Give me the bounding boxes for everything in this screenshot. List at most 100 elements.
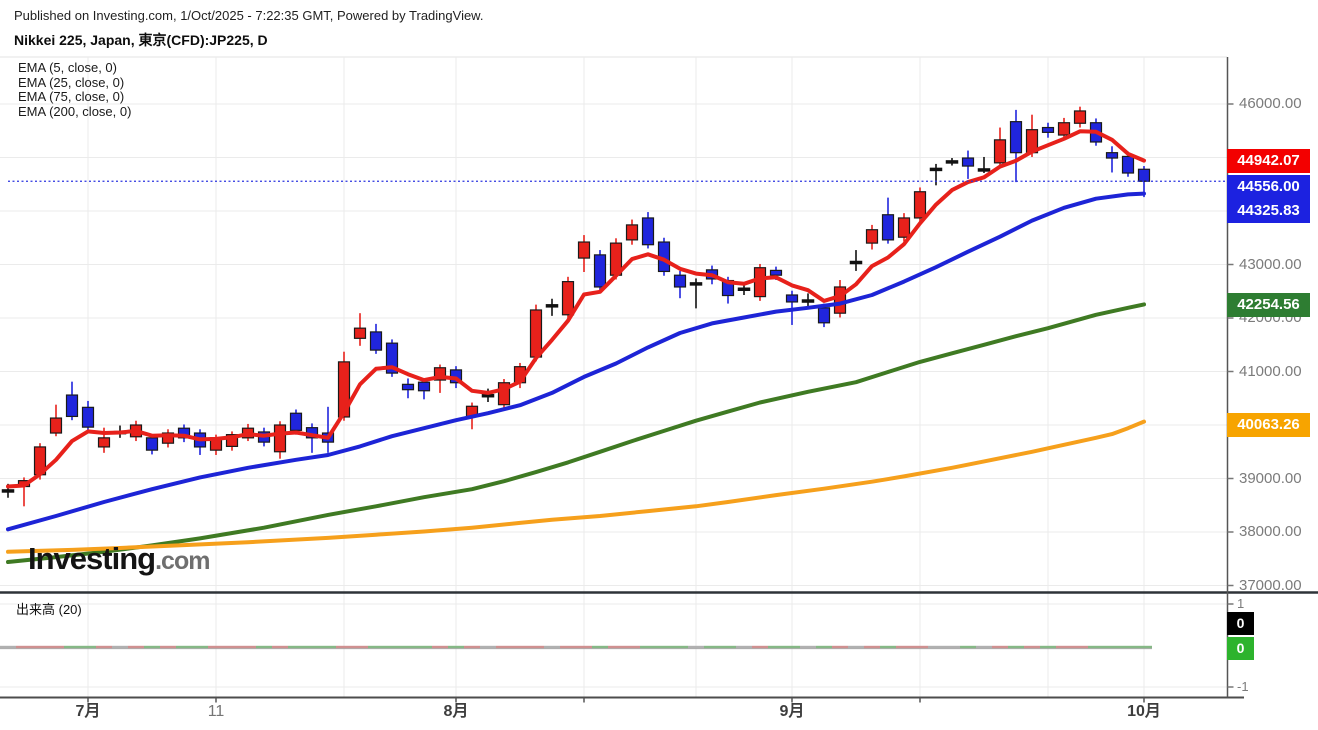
candle-body: [289, 412, 303, 431]
volume-bar: [432, 645, 448, 649]
candle-body: [273, 424, 287, 453]
candle-body: [1105, 152, 1119, 159]
candle-body: [65, 394, 79, 418]
candle-body: [1009, 121, 1023, 154]
price-badge: 40063.26: [1227, 413, 1310, 437]
y-axis-label: 41000.00: [1239, 362, 1302, 380]
volume-bar: [640, 645, 656, 649]
volume-bar: [96, 645, 112, 649]
volume-bar: [768, 645, 784, 649]
ema-legend-item: EMA (200, close, 0): [18, 103, 132, 119]
volume-bar: [992, 645, 1008, 649]
ema-legend-item: EMA (5, close, 0): [18, 60, 117, 75]
price-badge: 44942.07: [1227, 148, 1310, 173]
volume-bar: [48, 645, 64, 649]
volume-bar: [304, 645, 320, 649]
volume-bar: [656, 645, 672, 649]
candle-body: [929, 167, 943, 172]
volume-bar: [864, 645, 880, 649]
volume-bar: [384, 645, 400, 649]
investing-logo: Investing.com: [28, 541, 210, 577]
volume-bar: [496, 645, 512, 649]
volume-badge: 0: [1227, 637, 1254, 660]
candle-body: [593, 254, 607, 288]
volume-bar: [528, 645, 544, 649]
volume-bar: [672, 645, 688, 649]
candle-body: [785, 294, 799, 303]
y-axis-label: 46000.00: [1239, 95, 1302, 112]
volume-bar: [1072, 645, 1088, 649]
candle-body: [641, 217, 655, 246]
candle-body: [97, 437, 111, 448]
candle-body: [385, 342, 399, 374]
candle-body: [801, 299, 815, 303]
volume-bar: [288, 645, 304, 649]
candle-body: [865, 229, 879, 244]
x-axis-label: 10月: [1127, 703, 1161, 720]
volume-bar: [544, 645, 560, 649]
volume-bar: [848, 645, 864, 649]
y-axis-label: 38000.00: [1239, 523, 1302, 540]
candle-body: [145, 437, 159, 451]
ema-legend: EMA (5, close, 0) EMA (25, close, 0) EMA (…: [18, 60, 132, 119]
candle-body: [689, 282, 703, 286]
candle-body: [1057, 122, 1071, 136]
volume-bar: [784, 645, 800, 649]
volume-bar: [480, 645, 496, 649]
x-axis-label: 9月: [779, 703, 805, 720]
candle-body: [561, 281, 575, 316]
candle-body: [961, 157, 975, 167]
volume-bar: [192, 645, 208, 649]
candle-body: [177, 427, 191, 439]
volume-bar: [144, 645, 160, 649]
candle-body: [977, 168, 991, 172]
candle-body: [49, 417, 63, 434]
published-line: Published on Investing.com, 1/Oct/2025 -…: [14, 8, 484, 23]
volume-bar: [32, 645, 48, 649]
candle-body: [497, 382, 511, 406]
volume-bar: [112, 645, 128, 649]
x-axis-label: 8月: [443, 703, 469, 720]
y-axis-label: 37000.00: [1239, 576, 1302, 594]
symbol-title: Nikkei 225, Japan, 東京(CFD):JP225, D: [14, 32, 268, 48]
ema-line: [6, 419, 1146, 554]
volume-bar: [1120, 645, 1136, 649]
volume-bar: [64, 645, 80, 649]
volume-bar: [320, 645, 336, 649]
candle-body: [1121, 155, 1135, 174]
volume-bar: [688, 645, 704, 649]
volume-bar: [880, 645, 896, 649]
volume-bar: [160, 645, 176, 649]
volume-bar: [592, 645, 608, 649]
candle-body: [81, 406, 95, 428]
volume-bar: [720, 645, 736, 649]
volume-bar: [80, 645, 96, 649]
volume-bar: [1056, 645, 1072, 649]
volume-bar: [208, 645, 224, 649]
volume-bar: [400, 645, 416, 649]
x-axis-label: 11: [207, 703, 225, 720]
candle-body: [673, 274, 687, 288]
ema-line: [6, 302, 1146, 564]
candle-body: [577, 241, 591, 259]
candle-body: [353, 327, 367, 339]
volume-bar: [272, 645, 288, 649]
volume-bar: [576, 645, 592, 649]
ema-legend-item: EMA (25, close, 0): [18, 74, 125, 90]
ema-legend-item: EMA (75, close, 0): [18, 89, 125, 105]
volume-bar: [800, 645, 816, 649]
volume-bar: [1088, 645, 1104, 649]
volume-bar: [448, 645, 464, 649]
candle-body: [1, 489, 15, 493]
candle-body: [481, 393, 495, 398]
volume-bar: [240, 645, 256, 649]
volume-bar: [912, 645, 928, 649]
candle-body: [993, 139, 1007, 164]
volume-bar: [0, 645, 16, 649]
volume-bar: [944, 645, 960, 649]
x-axis-label: 7月: [75, 703, 101, 720]
price-badge: 44556.00: [1227, 174, 1310, 199]
candle-body: [369, 331, 383, 351]
volume-bar: [976, 645, 992, 649]
